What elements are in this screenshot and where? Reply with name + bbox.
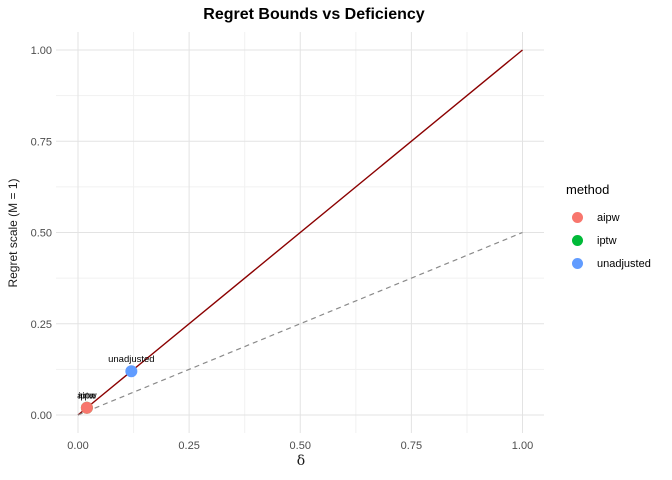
ref-line-half-slope-bound <box>77 231 523 416</box>
legend-item-label: unadjusted <box>597 257 651 270</box>
point-aipw <box>80 401 93 414</box>
x-tick-label: 0.25 <box>178 440 199 452</box>
y-tick-label: 0.25 <box>31 319 52 331</box>
x-tick-label: 0.75 <box>401 440 422 452</box>
y-tick-label: 0.75 <box>31 136 52 148</box>
legend-item-label: aipw <box>597 211 620 224</box>
legend-item-aipw: aipw <box>566 206 651 229</box>
ref-line-identity-bound <box>77 49 523 416</box>
legend-item-unadjusted: unadjusted <box>566 252 651 275</box>
legend-title: method <box>566 182 610 197</box>
legend-item-label: iptw <box>597 234 617 247</box>
chart-title: Regret Bounds vs Deficiency <box>203 6 425 23</box>
x-axis-title: δ <box>296 453 306 469</box>
point-label-aipw: aipw <box>77 391 97 402</box>
y-tick-label: 1.00 <box>31 45 52 57</box>
legend-swatch-circle-icon <box>572 258 583 269</box>
y-tick-label: 0.00 <box>31 410 52 422</box>
point-unadjusted <box>125 365 138 378</box>
legend-item-iptw: iptw <box>566 229 651 252</box>
point-label-unadjusted: unadjusted <box>108 354 154 365</box>
y-tick-label: 0.50 <box>31 228 52 240</box>
point-label-iptw: iptw <box>78 391 95 402</box>
legend-swatch-circle-icon <box>572 212 583 223</box>
x-tick-label: 0.00 <box>67 440 88 452</box>
x-tick-label: 0.50 <box>290 440 311 452</box>
legend: method aipw iptw unadjusted <box>566 182 651 275</box>
x-tick-label: 1.00 <box>512 440 533 452</box>
legend-swatch-circle-icon <box>572 235 583 246</box>
y-axis-title: Regret scale (M = 1) <box>6 178 20 288</box>
